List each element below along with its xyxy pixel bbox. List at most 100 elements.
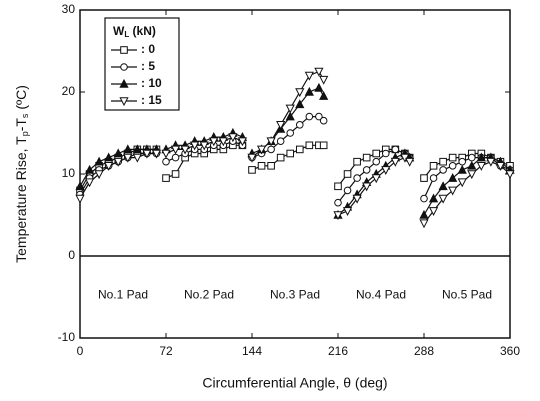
marker xyxy=(457,178,467,188)
marker xyxy=(190,141,200,151)
marker xyxy=(353,157,361,166)
marker xyxy=(113,148,123,158)
y-tick-label: -10 xyxy=(58,330,76,344)
marker xyxy=(237,137,248,147)
marker xyxy=(429,174,438,182)
marker xyxy=(476,152,486,162)
marker xyxy=(438,181,448,191)
marker xyxy=(334,198,342,207)
marker xyxy=(343,186,352,195)
marker xyxy=(75,194,85,204)
marker xyxy=(476,162,486,171)
marker xyxy=(247,153,257,163)
marker xyxy=(119,97,129,107)
legend-title-sub: L xyxy=(124,30,129,39)
marker xyxy=(353,174,361,182)
marker xyxy=(132,153,142,163)
marker xyxy=(381,149,390,158)
marker xyxy=(285,104,295,114)
x-tick-label: 288 xyxy=(414,344,434,358)
marker xyxy=(285,111,295,121)
marker xyxy=(419,219,429,229)
marker xyxy=(362,166,371,174)
marker xyxy=(428,193,439,203)
marker xyxy=(209,137,219,147)
marker xyxy=(439,157,447,166)
marker xyxy=(319,141,328,150)
marker xyxy=(84,164,95,174)
pad-label: No.3 Pad xyxy=(270,288,320,302)
marker xyxy=(458,157,467,166)
pad-label: No.1 Pad xyxy=(98,288,148,302)
marker xyxy=(120,63,128,71)
marker xyxy=(448,173,458,182)
marker xyxy=(295,145,304,154)
y-tick-label: 20 xyxy=(62,84,76,98)
marker xyxy=(132,144,142,154)
pad-label: No.5 Pad xyxy=(442,288,492,302)
x-tick-label: 216 xyxy=(328,344,348,358)
marker xyxy=(161,149,171,159)
marker xyxy=(266,137,276,147)
legend-title-rest: (kN) xyxy=(129,24,156,38)
marker xyxy=(295,121,304,129)
marker xyxy=(171,153,180,162)
marker xyxy=(439,166,447,174)
y-tick-label: 30 xyxy=(62,2,76,16)
marker xyxy=(314,67,324,77)
marker xyxy=(286,129,295,137)
marker xyxy=(256,145,267,155)
marker xyxy=(372,157,381,166)
marker xyxy=(486,157,496,167)
marker xyxy=(467,160,477,170)
marker xyxy=(319,116,328,125)
marker xyxy=(467,153,476,162)
marker xyxy=(362,182,372,192)
marker xyxy=(276,121,286,130)
marker xyxy=(295,99,305,109)
marker xyxy=(371,174,381,184)
marker xyxy=(199,141,209,151)
x-tick-label: 72 xyxy=(159,344,173,358)
marker xyxy=(419,209,429,219)
marker xyxy=(390,157,400,167)
marker xyxy=(372,149,381,158)
x-axis-label: Circumferential Angle, θ (deg) xyxy=(202,375,387,391)
y-tick-label: 0 xyxy=(68,248,75,262)
x-tick-label: 0 xyxy=(77,344,84,358)
marker xyxy=(438,194,448,204)
marker xyxy=(295,88,305,98)
marker xyxy=(276,153,285,162)
x-tick-label: 144 xyxy=(242,344,262,358)
marker xyxy=(315,112,323,121)
marker xyxy=(113,157,123,167)
marker xyxy=(120,46,128,54)
y-axis-label: Temperature Rise, Tp-Ts (ºC) xyxy=(13,85,31,263)
marker xyxy=(342,207,353,216)
marker xyxy=(151,149,162,159)
marker xyxy=(334,182,342,191)
marker xyxy=(405,157,415,167)
marker xyxy=(352,194,362,204)
marker xyxy=(170,145,181,155)
legend-title-main: W xyxy=(113,24,125,38)
marker xyxy=(420,174,428,182)
marker xyxy=(305,141,314,150)
pad-label: No.4 Pad xyxy=(356,288,406,302)
marker xyxy=(276,137,285,145)
marker xyxy=(94,170,104,180)
marker xyxy=(381,166,391,175)
marker xyxy=(333,211,343,221)
marker xyxy=(180,145,190,155)
legend-label: : 5 xyxy=(141,59,155,73)
marker xyxy=(457,164,467,174)
legend-label: : 10 xyxy=(141,76,162,90)
marker xyxy=(162,157,170,166)
marker xyxy=(104,152,114,162)
marker xyxy=(142,149,152,159)
marker xyxy=(505,170,515,180)
legend-title: WL (kN) xyxy=(113,24,156,39)
marker xyxy=(218,137,228,147)
marker xyxy=(319,91,329,100)
marker xyxy=(429,162,438,170)
